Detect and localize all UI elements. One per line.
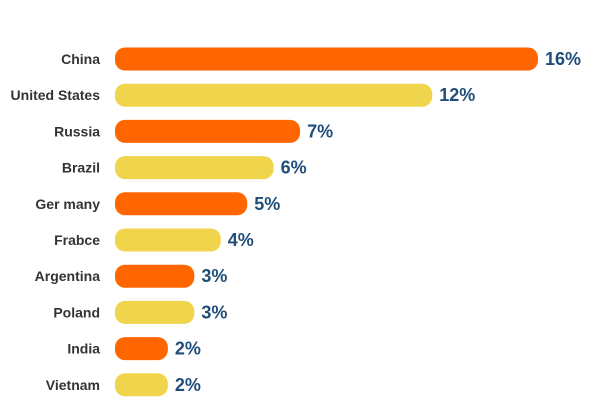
value-label: 3% xyxy=(201,266,227,286)
bar xyxy=(115,300,195,324)
category-label: Vietnam xyxy=(46,377,100,393)
bar xyxy=(115,373,168,397)
category-label: China xyxy=(61,51,100,67)
bar xyxy=(115,192,248,216)
category-label: Brazil xyxy=(62,160,100,176)
bar xyxy=(115,83,433,107)
category-label: India xyxy=(67,341,100,357)
category-label: Frabce xyxy=(54,232,100,248)
bar xyxy=(115,228,221,252)
value-label: 5% xyxy=(254,194,280,214)
value-label: 7% xyxy=(307,121,333,141)
category-label: Russia xyxy=(54,123,100,139)
bar xyxy=(115,156,274,180)
bar xyxy=(115,264,195,288)
category-label: United States xyxy=(11,87,101,103)
value-label: 16% xyxy=(545,49,581,69)
category-label: Ger many xyxy=(35,196,100,212)
value-label: 3% xyxy=(201,302,227,322)
category-label: Argentina xyxy=(35,268,101,284)
value-label: 12% xyxy=(439,85,475,105)
bar xyxy=(115,47,538,71)
value-label: 4% xyxy=(228,230,254,250)
value-label: 2% xyxy=(175,375,201,395)
bar xyxy=(115,119,301,143)
bar xyxy=(115,337,168,361)
value-label: 6% xyxy=(281,158,307,178)
category-label: Poland xyxy=(53,304,100,320)
value-label: 2% xyxy=(175,339,201,359)
